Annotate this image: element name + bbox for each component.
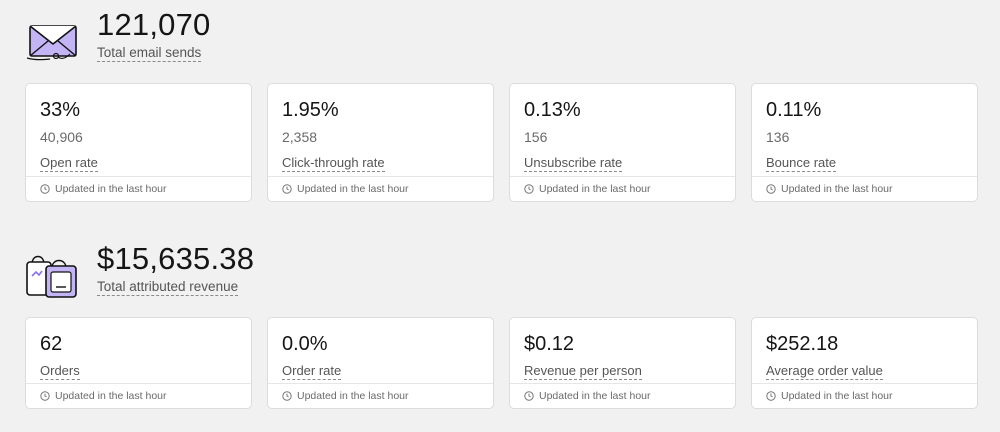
open-rate-card: 33% 40,906 Open rate Updated in the last…: [25, 83, 252, 202]
metric-label[interactable]: Unsubscribe rate: [524, 155, 623, 172]
card-footer: Updated in the last hour: [752, 176, 977, 201]
metric-value: 0.11%: [766, 99, 822, 121]
click-through-rate-card: 1.95% 2,358 Click-through rate Updated i…: [267, 83, 494, 202]
card-footer: Updated in the last hour: [26, 383, 251, 408]
unsubscribe-rate-card: 0.13% 156 Unsubscribe rate Updated in th…: [509, 83, 736, 202]
card-footer: Updated in the last hour: [268, 383, 493, 408]
total-attributed-revenue-label[interactable]: Total attributed revenue: [97, 279, 239, 296]
clock-icon: [40, 391, 50, 401]
footer-text: Updated in the last hour: [55, 390, 167, 402]
footer-text: Updated in the last hour: [781, 390, 893, 402]
card-footer: Updated in the last hour: [26, 176, 251, 201]
metric-label[interactable]: Revenue per person: [524, 363, 642, 380]
metric-label[interactable]: Click-through rate: [282, 155, 385, 172]
card-footer: Updated in the last hour: [510, 383, 735, 408]
total-attributed-revenue-value: $15,635.38: [97, 241, 255, 276]
clock-icon: [282, 391, 292, 401]
footer-text: Updated in the last hour: [297, 183, 409, 195]
average-order-value-card: $252.18 Average order value Updated in t…: [751, 317, 978, 409]
card-footer: Updated in the last hour: [510, 176, 735, 201]
orders-card: 62 Orders Updated in the last hour: [25, 317, 252, 409]
envelope-illustration-icon: [26, 25, 77, 61]
revenue-per-person-card: $0.12 Revenue per person Updated in the …: [509, 317, 736, 409]
metric-count: 156: [524, 129, 548, 145]
card-footer: Updated in the last hour: [268, 176, 493, 201]
metric-label[interactable]: Bounce rate: [766, 155, 837, 172]
clock-icon: [524, 391, 534, 401]
metric-value: $252.18: [766, 333, 839, 355]
metric-value: 62: [40, 333, 63, 355]
clock-icon: [766, 184, 776, 194]
clock-icon: [524, 184, 534, 194]
email-summary-header: 121,070 Total email sends: [24, 8, 210, 70]
footer-text: Updated in the last hour: [781, 183, 893, 195]
email-metric-cards: 33% 40,906 Open rate Updated in the last…: [25, 83, 978, 202]
revenue-summary-header: $15,635.38 Total attributed revenue: [24, 242, 254, 304]
metric-value: $0.12: [524, 333, 575, 355]
clock-icon: [40, 184, 50, 194]
metric-value: 33%: [40, 99, 81, 121]
metric-value: 1.95%: [282, 99, 339, 121]
footer-text: Updated in the last hour: [297, 390, 409, 402]
metric-value: 0.0%: [282, 333, 328, 355]
footer-text: Updated in the last hour: [539, 183, 651, 195]
metric-label[interactable]: Orders: [40, 363, 80, 380]
clock-icon: [766, 391, 776, 401]
metric-count: 40,906: [40, 129, 83, 145]
footer-text: Updated in the last hour: [539, 390, 651, 402]
revenue-metric-cards: 62 Orders Updated in the last hour 0.0% …: [25, 317, 978, 409]
metric-count: 136: [766, 129, 790, 145]
total-email-sends-label[interactable]: Total email sends: [97, 45, 202, 62]
metric-label[interactable]: Open rate: [40, 155, 98, 172]
metric-count: 2,358: [282, 129, 318, 145]
metric-label[interactable]: Average order value: [766, 363, 883, 380]
order-rate-card: 0.0% Order rate Updated in the last hour: [267, 317, 494, 409]
card-footer: Updated in the last hour: [752, 383, 977, 408]
bounce-rate-card: 0.11% 136 Bounce rate Updated in the las…: [751, 83, 978, 202]
footer-text: Updated in the last hour: [55, 183, 167, 195]
total-email-sends-value: 121,070: [97, 7, 211, 42]
shopping-bags-illustration-icon: [26, 255, 77, 298]
metric-value: 0.13%: [524, 99, 581, 121]
metric-label[interactable]: Order rate: [282, 363, 342, 380]
clock-icon: [282, 184, 292, 194]
